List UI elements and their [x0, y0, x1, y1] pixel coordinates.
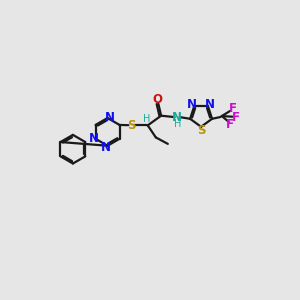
Text: F: F	[232, 111, 240, 124]
Text: F: F	[229, 102, 237, 115]
Text: F: F	[226, 118, 234, 131]
Text: N: N	[89, 132, 99, 145]
Text: N: N	[172, 111, 182, 124]
Text: H: H	[143, 114, 150, 124]
Text: N: N	[205, 98, 215, 110]
Text: N: N	[187, 98, 197, 110]
Text: O: O	[152, 93, 162, 106]
Text: S: S	[197, 124, 206, 137]
Text: N: N	[101, 141, 111, 154]
Text: N: N	[104, 111, 114, 124]
Text: H: H	[174, 118, 181, 128]
Text: S: S	[127, 119, 135, 132]
